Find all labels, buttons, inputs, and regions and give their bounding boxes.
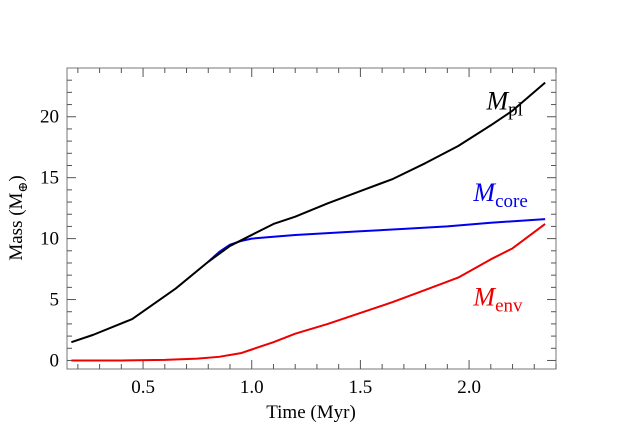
x-tick-label: 2.0: [457, 377, 481, 398]
x-axis-label: Time (Myr): [266, 402, 356, 423]
y-tick-label: 0: [50, 350, 60, 371]
plot-frame: [66, 67, 557, 370]
y-tick-label: 20: [40, 107, 59, 128]
axis-ticks: [67, 68, 557, 369]
series-label-main: M: [472, 283, 496, 312]
series-label-sub: env: [495, 296, 523, 317]
series-line-pl: [71, 81, 546, 344]
tick-labels: 0.5 1.0 1.5 2.0 0 5 10 15 20: [40, 107, 481, 398]
y-axis-label: Mass (M⊕): [6, 175, 30, 260]
y-tick-label: 10: [40, 229, 59, 250]
y-tick-label: 15: [40, 168, 59, 189]
y-axis-label-sub: ⊕: [15, 182, 30, 193]
y-axis-label-main: Mass (M: [6, 192, 27, 260]
series-label-sub: core: [495, 191, 528, 212]
series-line-env: [71, 223, 546, 362]
series-lines: [71, 81, 546, 362]
x-tick-label: 0.5: [131, 377, 155, 398]
series-label-env: Menv: [472, 283, 523, 317]
series-label-sub: pl: [508, 99, 523, 120]
x-tick-label: 1.5: [349, 377, 373, 398]
series-line-core: [207, 218, 546, 263]
series-label-main: M: [485, 86, 509, 115]
y-axis-label-close: ): [6, 175, 27, 181]
series-label-main: M: [472, 178, 496, 207]
y-tick-label: 5: [50, 290, 60, 311]
series-label-pl: Mpl: [485, 86, 522, 120]
x-tick-label: 1.0: [240, 377, 264, 398]
series-label-core: Mcore: [472, 178, 527, 212]
